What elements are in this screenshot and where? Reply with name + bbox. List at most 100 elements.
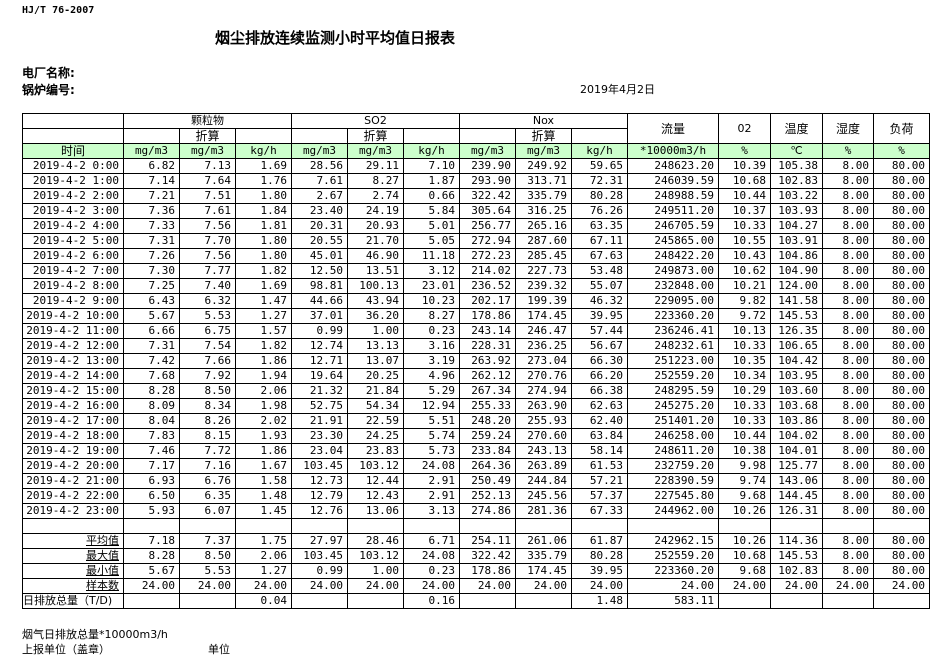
- data-cell: 8.00: [822, 398, 874, 414]
- data-cell: 7.25: [123, 278, 180, 294]
- data-cell: 20.55: [291, 233, 348, 249]
- data-cell: 7.61: [179, 203, 236, 219]
- data-cell: 13.06: [347, 503, 404, 519]
- data-cell: 7.30: [123, 263, 180, 279]
- data-cell: 10.26: [718, 533, 771, 549]
- data-cell: 8.27: [403, 308, 460, 324]
- data-cell: 5.51: [403, 413, 460, 429]
- data-cell: 80.00: [873, 233, 930, 249]
- data-cell: 9.82: [718, 293, 771, 309]
- data-cell: 7.33: [123, 218, 180, 234]
- data-cell: 6.71: [403, 533, 460, 549]
- data-cell: 56.67: [571, 338, 628, 354]
- table-row: 2019-4-2 22:00 6.50 6.35 1.48 12.79 12.43 2.91…: [22, 488, 930, 504]
- data-cell: 57.44: [571, 323, 628, 339]
- header-o2: 02: [718, 113, 771, 144]
- table-row: 2019-4-2 0:00 6.82 7.13 1.69 28.56 29.11 7.10 2…: [22, 158, 930, 174]
- data-cell: 10.35: [718, 353, 771, 369]
- table-row: 2019-4-2 5:00 7.31 7.70 1.80 20.55 21.70 5.05 2…: [22, 233, 930, 249]
- data-cell: 24.00: [179, 578, 236, 594]
- row-label-cell: 2019-4-2 16:00: [22, 398, 124, 414]
- data-cell: 80.00: [873, 533, 930, 549]
- data-cell: 145.53: [770, 548, 823, 564]
- data-cell: 1.69: [235, 158, 292, 174]
- row-label-cell: 2019-4-2 11:00: [22, 323, 124, 339]
- data-cell: 264.36: [459, 458, 516, 474]
- data-cell: 229095.00: [627, 293, 719, 309]
- data-cell: 1.27: [235, 308, 292, 324]
- data-cell: 335.79: [515, 188, 572, 204]
- unit-label: 单位: [208, 643, 230, 656]
- data-cell: 7.70: [179, 233, 236, 249]
- data-cell: 2.74: [347, 188, 404, 204]
- data-cell: 7.16: [179, 458, 236, 474]
- data-cell: 12.94: [403, 398, 460, 414]
- header-particulate: 颗粒物: [123, 113, 292, 129]
- header-blank: [123, 128, 180, 144]
- data-cell: 103.45: [291, 458, 348, 474]
- header-blank: [571, 128, 628, 144]
- data-cell: 10.26: [718, 503, 771, 519]
- data-cell: 28.56: [291, 158, 348, 174]
- data-cell: [179, 518, 236, 534]
- data-cell: 0.23: [403, 323, 460, 339]
- data-cell: 5.67: [123, 563, 180, 579]
- report-date: 2019年4月2日: [580, 83, 655, 96]
- table-row: 2019-4-2 11:00 6.66 6.75 1.57 0.99 1.00 0.23 24…: [22, 323, 930, 339]
- header-blank: [22, 113, 124, 129]
- data-cell: 61.87: [571, 533, 628, 549]
- data-cell: 103.91: [770, 233, 823, 249]
- data-cell: 1.48: [235, 488, 292, 504]
- data-cell: 39.95: [571, 563, 628, 579]
- data-cell: 5.93: [123, 503, 180, 519]
- table-row: 2019-4-2 19:00 7.46 7.72 1.86 23.04 23.83 5.73…: [22, 443, 930, 459]
- data-cell: 1.82: [235, 263, 292, 279]
- data-cell: 10.62: [718, 263, 771, 279]
- data-cell: 10.55: [718, 233, 771, 249]
- data-cell: 20.25: [347, 368, 404, 384]
- unit-cell: mg/m3: [515, 143, 572, 159]
- data-cell: 178.86: [459, 308, 516, 324]
- data-cell: 8.00: [822, 293, 874, 309]
- row-label-cell: 2019-4-2 15:00: [22, 383, 124, 399]
- data-cell: [291, 593, 348, 609]
- data-cell: 98.81: [291, 278, 348, 294]
- data-cell: 267.34: [459, 383, 516, 399]
- data-cell: 10.33: [718, 398, 771, 414]
- data-cell: 80.00: [873, 563, 930, 579]
- data-cell: 8.00: [822, 383, 874, 399]
- data-cell: 45.01: [291, 248, 348, 264]
- data-cell: 7.42: [123, 353, 180, 369]
- data-cell: [347, 593, 404, 609]
- data-cell: 1.00: [347, 323, 404, 339]
- reporting-unit-label: 上报单位（盖章）: [22, 643, 110, 656]
- data-cell: 4.96: [403, 368, 460, 384]
- data-cell: 104.86: [770, 248, 823, 264]
- data-cell: 178.86: [459, 563, 516, 579]
- data-cell: 103.45: [291, 548, 348, 564]
- data-cell: [627, 518, 719, 534]
- data-cell: 274.86: [459, 503, 516, 519]
- data-cell: 21.84: [347, 383, 404, 399]
- data-cell: 80.00: [873, 368, 930, 384]
- data-cell: 103.95: [770, 368, 823, 384]
- data-cell: 8.15: [179, 428, 236, 444]
- data-cell: 10.33: [718, 218, 771, 234]
- data-cell: 103.12: [347, 548, 404, 564]
- header-so2: SO2: [291, 113, 460, 129]
- data-cell: 8.00: [822, 188, 874, 204]
- data-cell: 248.20: [459, 413, 516, 429]
- data-cell: 144.45: [770, 488, 823, 504]
- data-cell: [515, 518, 572, 534]
- data-cell: 80.00: [873, 323, 930, 339]
- data-cell: 2.91: [403, 488, 460, 504]
- data-cell: 223360.20: [627, 308, 719, 324]
- data-cell: 36.20: [347, 308, 404, 324]
- row-label-cell: 2019-4-2 12:00: [22, 338, 124, 354]
- table-row: 2019-4-2 13:00 7.42 7.66 1.86 12.71 13.07 3.19…: [22, 353, 930, 369]
- data-cell: 11.18: [403, 248, 460, 264]
- data-cell: 24.08: [403, 548, 460, 564]
- data-cell: 12.50: [291, 263, 348, 279]
- data-cell: 80.00: [873, 398, 930, 414]
- data-cell: 104.01: [770, 443, 823, 459]
